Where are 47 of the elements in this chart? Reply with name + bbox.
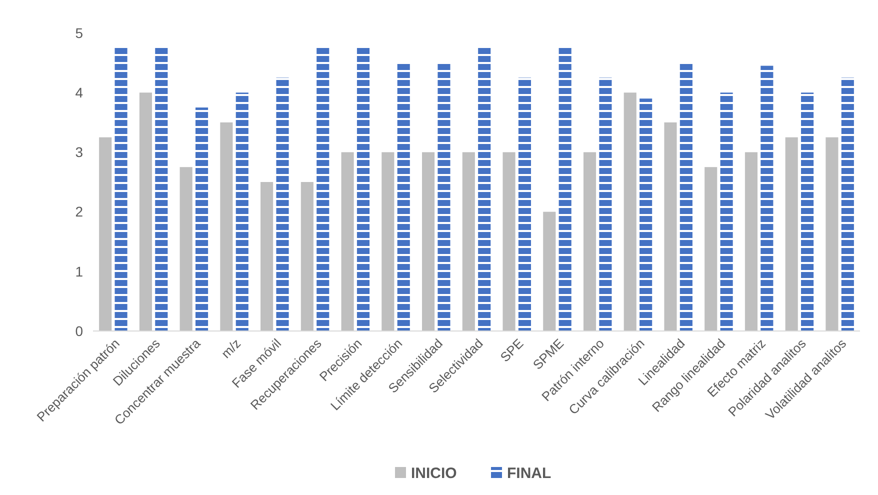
bar (478, 48, 491, 331)
x-tick-label: m/z (218, 336, 244, 362)
bar (155, 48, 168, 331)
bar (744, 152, 758, 331)
bar (462, 152, 475, 331)
bar (518, 78, 531, 331)
bar (760, 66, 774, 331)
legend-label: FINAL (507, 465, 552, 482)
bar (180, 167, 192, 331)
bar (99, 137, 112, 331)
bar (502, 152, 516, 331)
bar (114, 48, 128, 331)
bar (300, 182, 314, 331)
y-tick-label: 1 (75, 263, 84, 280)
bar (841, 78, 854, 331)
bar (785, 137, 798, 331)
y-tick-label: 3 (75, 144, 84, 160)
bar (680, 62, 692, 331)
bar (640, 98, 652, 331)
bar (801, 92, 814, 331)
legend-label: INICIO (411, 465, 458, 482)
bar (720, 92, 733, 331)
bar (236, 92, 248, 331)
bar (826, 137, 838, 331)
bar (316, 48, 330, 331)
bar (356, 48, 370, 331)
bar (260, 182, 274, 331)
bar (139, 92, 152, 331)
bar (583, 152, 596, 331)
bar (195, 108, 208, 331)
bar (397, 62, 410, 331)
bar (624, 92, 636, 331)
bar (704, 167, 718, 331)
y-tick-label: 4 (75, 84, 84, 100)
bar (341, 152, 354, 331)
bar (276, 78, 289, 331)
bar (382, 152, 394, 331)
bar (438, 62, 450, 331)
bar (599, 78, 612, 331)
y-tick-label: 2 (75, 204, 84, 220)
y-tick-label: 5 (75, 24, 84, 41)
bar (558, 48, 572, 331)
bar (422, 152, 435, 331)
bar (664, 122, 677, 331)
bar (543, 212, 556, 331)
bar (220, 122, 233, 331)
y-tick-label: 0 (75, 322, 84, 339)
